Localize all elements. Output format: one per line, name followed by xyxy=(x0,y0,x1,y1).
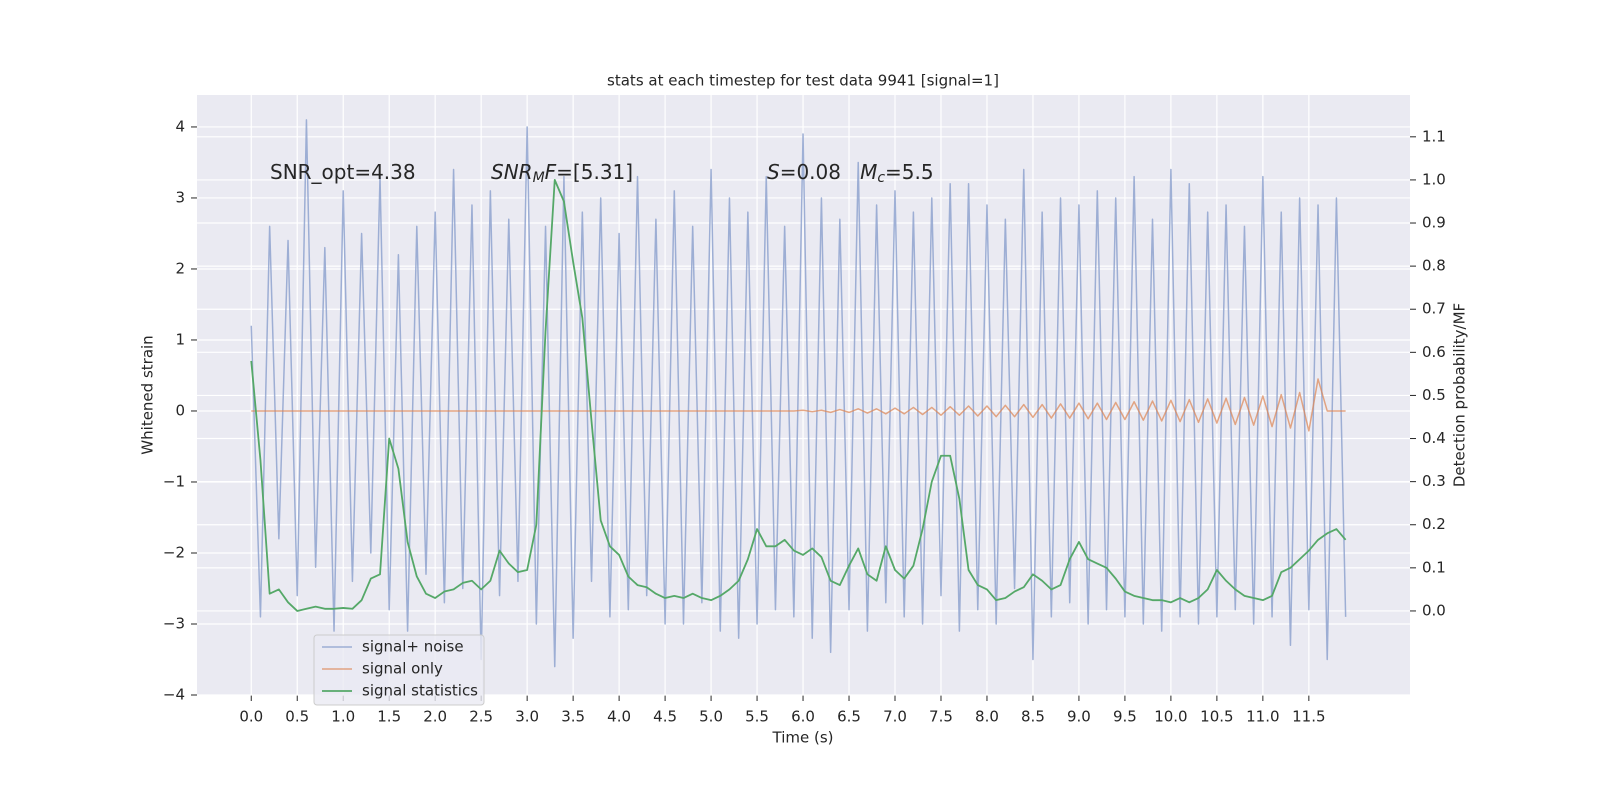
x-tick-label: 11.5 xyxy=(1292,708,1325,726)
y2-tick-label: 0.2 xyxy=(1422,515,1446,533)
series-line xyxy=(250,119,1347,668)
y2-tick-label: 0.7 xyxy=(1422,300,1446,318)
x-tick-label: 3.5 xyxy=(561,708,585,726)
x-tick-label: 7.0 xyxy=(883,708,907,726)
annotation-part: =5.5 xyxy=(885,160,934,184)
legend-label: signal+ noise xyxy=(362,638,464,656)
x-tick-label: 8.5 xyxy=(1021,708,1045,726)
y-tick-label: 2 xyxy=(175,259,185,277)
y2-tick-label: 0.3 xyxy=(1422,472,1446,490)
x-tick-label: 2.0 xyxy=(423,708,447,726)
x-tick-label: 4.5 xyxy=(653,708,677,726)
annotation: SNR_opt=4.38 xyxy=(270,160,416,184)
legend-label: signal statistics xyxy=(362,682,478,700)
chart-title: stats at each timestep for test data 994… xyxy=(607,72,999,90)
x-tick-label: 5.0 xyxy=(699,708,723,726)
series-line xyxy=(250,179,1347,612)
x-tick-label: 3.0 xyxy=(515,708,539,726)
x-axis-label: Time (s) xyxy=(772,729,834,747)
annotation-part: SNR_opt=4.38 xyxy=(270,160,416,184)
x-tick-label: 11.0 xyxy=(1246,708,1279,726)
y-tick-label: −2 xyxy=(163,543,185,561)
y-tick-label: 1 xyxy=(175,330,185,348)
x-tick-label: 1.5 xyxy=(377,708,401,726)
y2-tick-label: 1.1 xyxy=(1422,127,1446,145)
y-axis-label: Whitened strain xyxy=(139,335,157,454)
x-tick-label: 6.5 xyxy=(837,708,861,726)
legend-box xyxy=(313,634,485,706)
y-tick-label: −1 xyxy=(163,472,185,490)
y-tick-label: −4 xyxy=(163,686,185,704)
series-line xyxy=(251,378,1346,432)
y-tick-label: 0 xyxy=(175,401,185,419)
x-tick-label: 7.5 xyxy=(929,708,953,726)
x-tick-label: 10.0 xyxy=(1154,708,1187,726)
legend-label: signal only xyxy=(362,660,443,678)
annotation: SNRMF=[5.31] xyxy=(491,160,633,187)
y2-tick-label: 0.6 xyxy=(1422,343,1446,361)
y2-tick-label: 0.8 xyxy=(1422,257,1446,275)
x-tick-label: 9.5 xyxy=(1113,708,1137,726)
x-tick-label: 2.5 xyxy=(469,708,493,726)
y2-tick-label: 0.5 xyxy=(1422,386,1446,404)
annotation-part: M xyxy=(860,160,877,184)
y-tick-label: −3 xyxy=(163,614,185,632)
x-tick-label: 6.0 xyxy=(791,708,815,726)
x-tick-label: 0.5 xyxy=(285,708,309,726)
x-tick-label: 5.5 xyxy=(745,708,769,726)
y2-axis-label: Detection probability/MF xyxy=(1451,303,1469,487)
x-tick-label: 1.0 xyxy=(331,708,355,726)
y-tick-label: 4 xyxy=(175,117,185,135)
y2-tick-label: 0.1 xyxy=(1422,558,1446,576)
x-tick-label: 4.0 xyxy=(607,708,631,726)
annotation-part: F xyxy=(545,160,557,184)
annotation-part: S xyxy=(767,160,780,184)
x-tick-label: 8.0 xyxy=(975,708,999,726)
annotation-part: SNR xyxy=(491,160,533,184)
y2-tick-label: 0.9 xyxy=(1422,214,1446,232)
y2-tick-label: 0.4 xyxy=(1422,429,1446,447)
x-tick-label: 10.5 xyxy=(1200,708,1233,726)
annotation-part: =0.08 xyxy=(780,160,860,184)
x-tick-label: 9.0 xyxy=(1067,708,1091,726)
annotation-part: M xyxy=(533,170,545,186)
y2-tick-label: 0.0 xyxy=(1422,601,1446,619)
annotation-part: c xyxy=(877,170,885,186)
annotation: S=0.08 Mc=5.5 xyxy=(767,160,934,187)
y-tick-label: 3 xyxy=(175,188,185,206)
annotation-part: =[5.31] xyxy=(556,160,633,184)
x-tick-label: 0.0 xyxy=(239,708,263,726)
y2-tick-label: 1.0 xyxy=(1422,170,1446,188)
